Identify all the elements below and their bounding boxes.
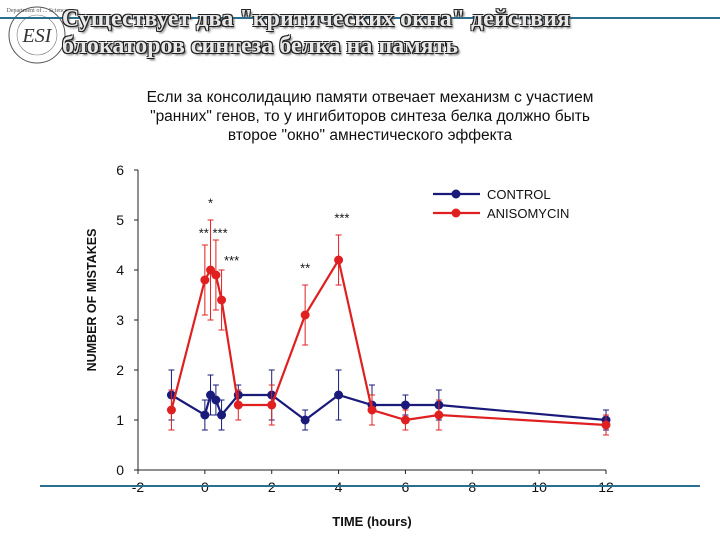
subtitle-line-3: второе "окно" амнестического эффекта bbox=[227, 127, 513, 144]
data-point bbox=[400, 400, 410, 410]
significance-mark: *** bbox=[224, 253, 239, 268]
data-point bbox=[300, 415, 310, 425]
significance-mark: * bbox=[208, 196, 213, 211]
x-tick-label: 10 bbox=[531, 479, 547, 495]
data-point bbox=[434, 410, 444, 420]
legend-marker bbox=[451, 208, 461, 218]
subtitle-line-2: "ранних" генов, то у ингибиторов синтеза… bbox=[150, 108, 590, 125]
x-tick-label: 12 bbox=[598, 479, 614, 495]
slide-title: Существует два "критических окна" действ… bbox=[62, 6, 682, 60]
data-point bbox=[200, 410, 210, 420]
title-line-1: Существует два "критических окна" действ… bbox=[62, 6, 570, 32]
significance-mark: *** bbox=[334, 211, 349, 226]
chart-annotations: *** ****** ***** bbox=[199, 196, 350, 276]
y-tick-label: 3 bbox=[116, 312, 124, 328]
chart-series bbox=[166, 219, 611, 436]
bottom-divider bbox=[40, 485, 700, 487]
data-point bbox=[217, 410, 227, 420]
subtitle-line-1: Если за консолидацию памяти отвечает мех… bbox=[146, 89, 594, 106]
slide-subtitle: Если за консолидацию памяти отвечает мех… bbox=[80, 88, 660, 145]
x-tick-label: 2 bbox=[268, 479, 276, 495]
y-tick-label: 5 bbox=[116, 212, 124, 228]
data-point bbox=[300, 310, 310, 320]
data-point bbox=[334, 390, 344, 400]
series-anisomycin bbox=[166, 219, 611, 436]
y-tick-label: 4 bbox=[116, 262, 124, 278]
data-point bbox=[166, 405, 176, 415]
title-line-2: блокаторов синтеза белка на память bbox=[62, 33, 459, 59]
x-tick-label: -2 bbox=[132, 479, 145, 495]
title-divider bbox=[0, 17, 720, 19]
data-point bbox=[200, 275, 210, 285]
data-point bbox=[211, 395, 221, 405]
chart-legend: CONTROL ANISOMYCIN bbox=[433, 187, 569, 221]
y-tick-label: 1 bbox=[116, 412, 124, 428]
y-tick-label: 0 bbox=[116, 462, 124, 478]
series-line bbox=[170, 257, 607, 427]
x-axis-label: TIME (hours) bbox=[332, 514, 411, 529]
x-tick-label: 4 bbox=[335, 479, 343, 495]
x-tick-label: 8 bbox=[468, 479, 476, 495]
logo-ring-text: Department of ... Science bbox=[7, 7, 68, 14]
legend-label: CONTROL bbox=[487, 187, 551, 202]
data-point bbox=[267, 400, 277, 410]
data-point bbox=[217, 295, 227, 305]
data-point bbox=[334, 255, 344, 265]
data-point bbox=[233, 400, 243, 410]
x-tick-label: 0 bbox=[201, 479, 209, 495]
logo-letters: ESI bbox=[22, 25, 53, 47]
logo-seal: ESI Department of ... Science bbox=[7, 6, 68, 64]
significance-mark: ** bbox=[300, 261, 310, 276]
data-point bbox=[211, 270, 221, 280]
legend-label: ANISOMYCIN bbox=[487, 206, 569, 221]
y-tick-label: 2 bbox=[116, 362, 124, 378]
data-point bbox=[400, 415, 410, 425]
x-tick-label: 6 bbox=[402, 479, 410, 495]
data-point bbox=[367, 405, 377, 415]
data-point bbox=[601, 420, 611, 430]
legend-marker bbox=[451, 189, 461, 199]
significance-mark: ** *** bbox=[199, 226, 228, 241]
y-tick-label: 6 bbox=[116, 162, 124, 178]
y-axis-label: NUMBER OF MISTAKES bbox=[85, 229, 99, 372]
